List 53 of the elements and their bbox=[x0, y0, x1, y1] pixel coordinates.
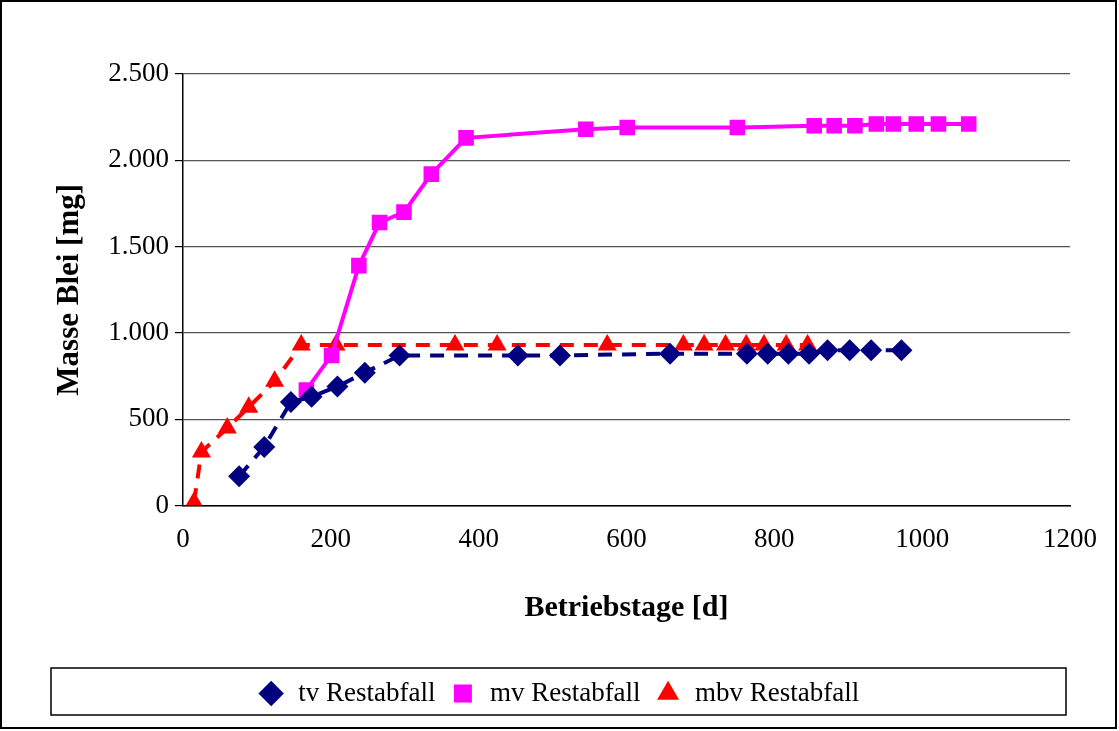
point bbox=[816, 339, 839, 362]
point bbox=[729, 119, 746, 136]
legend-label: tv Restabfall bbox=[298, 676, 436, 707]
x-tick-label: 200 bbox=[310, 522, 352, 553]
point bbox=[908, 116, 925, 132]
y-tick-label: 1.500 bbox=[108, 229, 169, 260]
x-axis-title: Betriebstage [d] bbox=[524, 588, 729, 622]
point bbox=[458, 130, 474, 146]
point bbox=[619, 119, 635, 136]
point bbox=[578, 121, 594, 138]
x-tick-label: 0 bbox=[176, 522, 190, 553]
y-tick-label: 1.000 bbox=[108, 316, 169, 347]
y-tick-label: 2.000 bbox=[108, 143, 169, 174]
point bbox=[396, 204, 412, 220]
point bbox=[806, 118, 823, 134]
point bbox=[326, 375, 349, 398]
point bbox=[659, 342, 682, 365]
point bbox=[353, 361, 376, 384]
point bbox=[548, 344, 571, 367]
legend-label: mbv Restabfall bbox=[695, 676, 860, 707]
point bbox=[351, 257, 367, 274]
y-tick-label: 0 bbox=[155, 488, 169, 519]
point bbox=[371, 214, 388, 231]
point bbox=[735, 342, 758, 365]
point bbox=[838, 339, 861, 362]
y-axis-title: Masse Blei [mg] bbox=[49, 183, 85, 396]
point bbox=[868, 116, 885, 132]
x-tick-label: 600 bbox=[606, 522, 647, 553]
x-tick-label: 800 bbox=[754, 522, 795, 553]
point bbox=[756, 342, 779, 365]
y-tick-label: 2.500 bbox=[108, 57, 169, 88]
point bbox=[388, 344, 411, 367]
x-tick-label: 400 bbox=[458, 522, 499, 553]
point bbox=[885, 116, 902, 132]
x-tick-label: 1200 bbox=[1043, 522, 1097, 553]
y-tick-label: 500 bbox=[128, 402, 169, 433]
point bbox=[279, 391, 302, 414]
point bbox=[960, 116, 977, 132]
point bbox=[798, 342, 821, 365]
point bbox=[826, 118, 842, 134]
point bbox=[506, 344, 529, 367]
point bbox=[777, 342, 800, 365]
point bbox=[253, 435, 276, 458]
point bbox=[300, 385, 323, 408]
point bbox=[860, 339, 883, 362]
point bbox=[930, 116, 947, 132]
point bbox=[228, 465, 251, 488]
x-tick-label: 1000 bbox=[895, 522, 950, 553]
point bbox=[423, 166, 440, 182]
legend-label: mv Restabfall bbox=[489, 676, 641, 707]
point bbox=[323, 347, 340, 364]
point bbox=[890, 339, 913, 362]
point bbox=[847, 118, 863, 134]
